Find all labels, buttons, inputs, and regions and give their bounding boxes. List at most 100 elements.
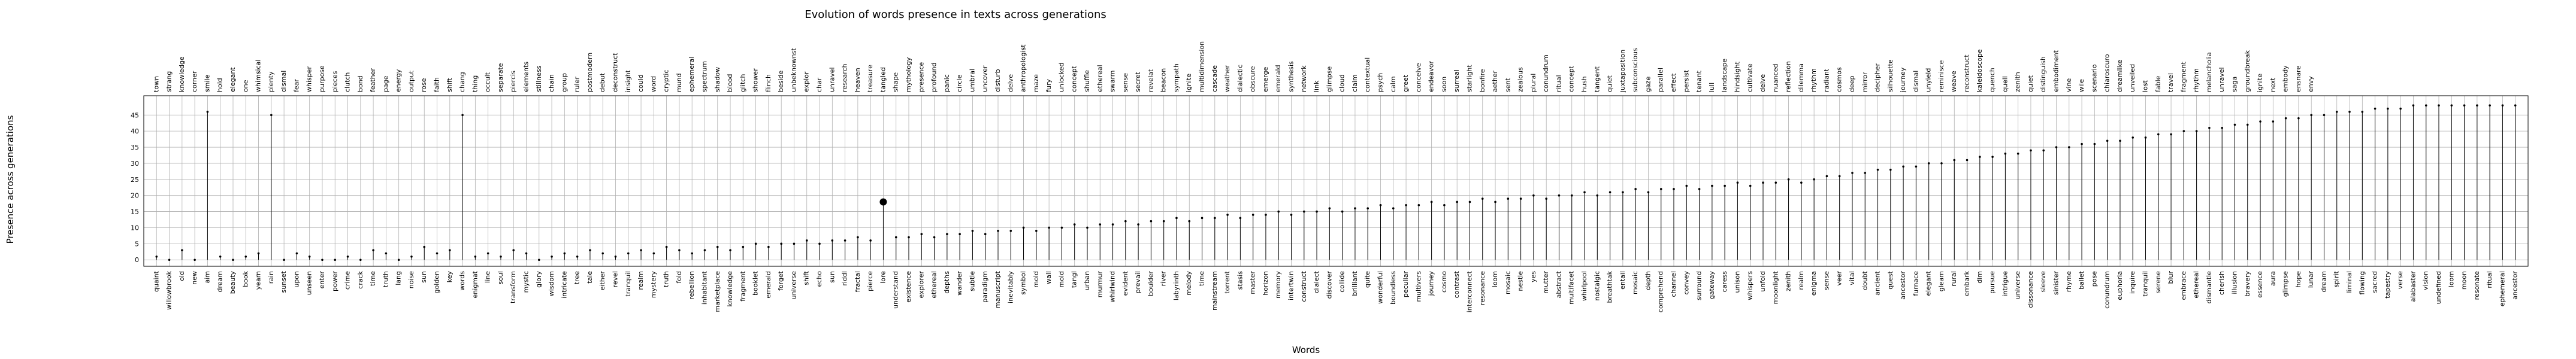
presence-point xyxy=(1392,207,1395,210)
top-word-label: plural xyxy=(1529,74,1537,92)
presence-point xyxy=(793,242,796,245)
top-word-label: multidimension xyxy=(1198,41,1206,92)
presence-point xyxy=(1494,200,1496,203)
bottom-word-label: unison xyxy=(1733,271,1741,293)
presence-point xyxy=(716,245,719,248)
top-word-label: sense xyxy=(1121,73,1129,92)
bottom-word-label: rural xyxy=(1950,271,1958,287)
bottom-word-label: whispers xyxy=(1746,271,1754,300)
bottom-word-label: key xyxy=(446,271,453,283)
presence-point xyxy=(920,233,923,236)
bottom-word-label: book xyxy=(241,270,249,287)
top-word-label: unbeknownst xyxy=(790,48,797,92)
presence-point xyxy=(665,245,668,248)
y-tick-label: 20 xyxy=(131,192,139,200)
bottom-word-label: moonlight xyxy=(1771,270,1779,304)
bottom-word-label: abstract xyxy=(1555,270,1562,298)
presence-point xyxy=(397,258,400,261)
presence-point xyxy=(1724,184,1726,187)
top-word-label: lost xyxy=(2141,80,2149,92)
bottom-word-label: understand xyxy=(892,271,900,309)
bottom-word-label: memory xyxy=(1274,271,1282,299)
bottom-word-label: crime xyxy=(344,271,352,290)
presence-point xyxy=(168,258,171,261)
presence-point xyxy=(1175,217,1178,220)
presence-point xyxy=(512,249,515,251)
top-word-label: sent xyxy=(1504,78,1511,92)
presence-point xyxy=(933,236,936,239)
bottom-word-label: doubt xyxy=(1861,270,1868,290)
bottom-word-label: ephemeral xyxy=(2498,271,2506,306)
presence-point xyxy=(1787,178,1790,181)
top-word-label: smile xyxy=(203,74,211,92)
presence-point xyxy=(1405,204,1407,206)
bottom-word-label: interconnect xyxy=(1465,270,1473,312)
presence-point xyxy=(2424,104,2427,107)
bottom-word-label: intrigue xyxy=(2001,271,2009,297)
bottom-word-label: beauty xyxy=(229,271,237,294)
bottom-word-label: vital xyxy=(1848,271,1856,285)
bottom-word-label: verse xyxy=(2396,271,2404,290)
bottom-word-label: wisdom xyxy=(548,271,555,296)
presence-point xyxy=(2208,126,2211,129)
top-word-label: thing xyxy=(471,75,479,92)
presence-point xyxy=(843,239,846,242)
top-word-label: research xyxy=(841,63,849,92)
presence-point xyxy=(1086,226,1089,229)
bottom-word-label: quest xyxy=(1886,270,1894,289)
presence-point xyxy=(1443,204,1446,206)
bottom-word-label: mold xyxy=(1057,271,1065,287)
presence-point xyxy=(2412,104,2415,107)
top-word-label: stillness xyxy=(535,65,543,92)
bottom-word-label: ethereal xyxy=(2193,271,2200,299)
bottom-word-label: resonate xyxy=(2473,271,2481,300)
bottom-word-label: intricate xyxy=(560,271,568,299)
presence-point xyxy=(589,249,591,251)
presence-point xyxy=(2233,123,2236,126)
presence-point xyxy=(346,255,349,258)
bottom-word-label: echo xyxy=(815,271,823,287)
bottom-word-label: either xyxy=(598,271,606,291)
bottom-word-label: soul xyxy=(497,271,504,285)
bottom-word-label: inquire xyxy=(2128,271,2136,294)
y-tick-label: 35 xyxy=(131,144,139,151)
bottom-word-label: lang xyxy=(395,271,403,285)
top-word-label: tangled xyxy=(879,67,887,92)
bottom-word-label: convey xyxy=(1682,271,1690,295)
bottom-word-label: loom xyxy=(2447,271,2455,287)
bottom-word-label: euphoria xyxy=(2116,271,2124,300)
presence-point xyxy=(1825,175,1828,178)
bottom-word-label: intertwin xyxy=(1287,271,1295,300)
presence-point xyxy=(2272,120,2275,123)
bottom-word-label: horizon xyxy=(1262,271,1269,296)
bottom-word-label: ancient xyxy=(1874,270,1882,296)
presence-point xyxy=(627,252,630,255)
top-word-label: zenith xyxy=(2014,72,2022,92)
presence-point xyxy=(2182,130,2185,132)
bottom-word-label: yes xyxy=(1529,271,1537,282)
presence-point xyxy=(1762,181,1764,184)
top-word-label: greet xyxy=(1402,74,1410,92)
top-word-label: weather xyxy=(1223,65,1231,92)
presence-point xyxy=(2361,111,2364,113)
presence-point xyxy=(1889,168,1892,171)
top-word-label: link xyxy=(1313,80,1320,92)
bottom-word-label: ancestor xyxy=(2511,271,2519,300)
bottom-word-label: wander xyxy=(956,271,963,296)
bottom-word-label: upon xyxy=(292,271,300,288)
bottom-word-label: cosmo xyxy=(1440,271,1448,293)
bottom-word-label: sun xyxy=(828,271,836,283)
bottom-word-label: mold xyxy=(1032,271,1040,287)
top-word-label: tenant xyxy=(1695,70,1703,92)
top-word-label: effect xyxy=(1670,73,1677,92)
top-word-label: elegant xyxy=(229,67,237,92)
presence-point xyxy=(2042,149,2045,152)
top-word-label: energy xyxy=(395,69,403,92)
bottom-word-label: subtle xyxy=(968,271,976,291)
bottom-word-label: universe xyxy=(790,271,797,300)
bottom-word-label: hope xyxy=(2294,271,2302,288)
top-word-label: contextual xyxy=(1363,57,1371,92)
presence-point xyxy=(436,252,439,255)
presence-point xyxy=(2030,149,2032,152)
top-word-label: travel xyxy=(2167,73,2175,92)
